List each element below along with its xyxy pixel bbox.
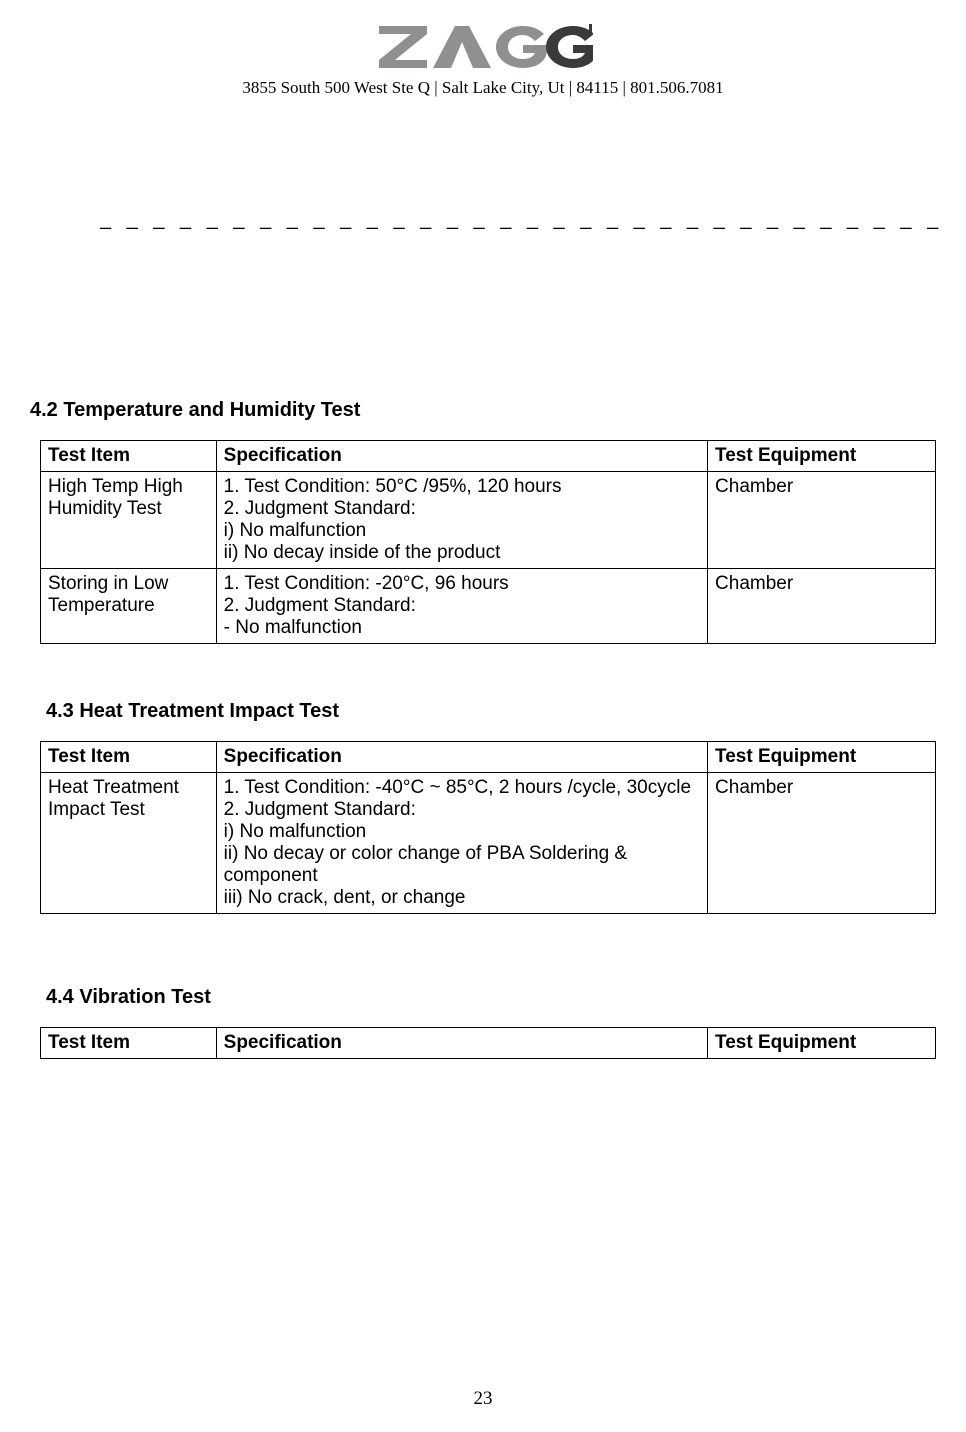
table-4-4: Test Item Specification Test Equipment [40,1027,936,1059]
cell-equip: Chamber [708,569,936,644]
section-4-3-title: 4.3 Heat Treatment Impact Test [46,700,926,723]
col-specification: Specification [216,441,707,472]
section-4-2-title: 4.2 Temperature and Humidity Test [30,399,926,422]
col-test-item: Test Item [41,1028,217,1059]
table-header-row: Test Item Specification Test Equipment [41,441,936,472]
col-test-item: Test Item [41,441,217,472]
table-header-row: Test Item Specification Test Equipment [41,742,936,773]
header: 3855 South 500 West Ste Q | Salt Lake Ci… [40,20,926,98]
table-4-2: Test Item Specification Test Equipment H… [40,440,936,644]
table-row: High Temp High Humidity Test 1. Test Con… [41,472,936,569]
page-number: 23 [0,1388,966,1410]
table-4-3: Test Item Specification Test Equipment H… [40,741,936,914]
col-test-item: Test Item [41,742,217,773]
section-4-4-title: 4.4 Vibration Test [46,986,926,1009]
table-header-row: Test Item Specification Test Equipment [41,1028,936,1059]
cell-equip: Chamber [708,472,936,569]
logo-wrap [40,20,926,72]
cell-spec: 1. Test Condition: -40°C ~ 85°C, 2 hours… [216,773,707,914]
cell-item: Storing in Low Temperature [41,569,217,644]
page: 3855 South 500 West Ste Q | Salt Lake Ci… [0,0,966,1432]
cell-item: High Temp High Humidity Test [41,472,217,569]
dashed-rule: _ _ _ _ _ _ _ _ _ _ _ _ _ _ _ _ _ _ _ _ … [100,208,940,231]
zagg-logo [373,20,593,72]
table-row: Storing in Low Temperature 1. Test Condi… [41,569,936,644]
col-specification: Specification [216,742,707,773]
cell-spec: 1. Test Condition: 50°C /95%, 120 hours … [216,472,707,569]
company-address: 3855 South 500 West Ste Q | Salt Lake Ci… [40,78,926,98]
col-test-equipment: Test Equipment [708,1028,936,1059]
col-specification: Specification [216,1028,707,1059]
col-test-equipment: Test Equipment [708,742,936,773]
table-row: Heat Treatment Impact Test 1. Test Condi… [41,773,936,914]
cell-item: Heat Treatment Impact Test [41,773,217,914]
cell-spec: 1. Test Condition: -20°C, 96 hours 2. Ju… [216,569,707,644]
cell-equip: Chamber [708,773,936,914]
col-test-equipment: Test Equipment [708,441,936,472]
